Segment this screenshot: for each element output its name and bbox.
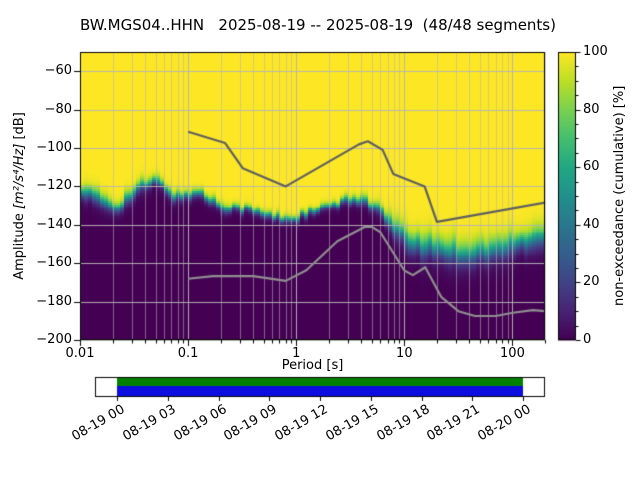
y-axis-label-pre: Amplitude [12, 209, 27, 280]
colorbar-tick-label: 100 [583, 44, 608, 59]
colorbar-tick-label: 0 [583, 332, 592, 347]
x-tick-label: 0.01 [65, 346, 95, 361]
y-axis-label-post: [dB] [12, 112, 27, 144]
y-tick-label: −100 [36, 140, 72, 155]
colorbar-tick-label: 80 [583, 101, 600, 117]
y-tick-label: −200 [36, 332, 72, 347]
x-tick-label: 0.1 [177, 346, 199, 361]
x-tick-label: 10 [396, 346, 413, 361]
y-tick-label: −140 [36, 216, 72, 232]
y-tick-label: −80 [44, 101, 72, 117]
y-tick-label: −160 [36, 255, 72, 271]
y-axis-label: Amplitude [m²/s⁴/Hz] [dB] [12, 96, 28, 296]
chart-title: BW.MGS04..HHN 2025-08-19 -- 2025-08-19 (… [80, 16, 556, 34]
y-axis-label-math: [m²/s⁴/Hz] [12, 143, 27, 210]
colorbar-tick-label: 60 [583, 159, 600, 175]
y-tick-label: −60 [44, 63, 72, 79]
y-tick-label: −180 [36, 293, 72, 309]
colorbar-tick-label: 20 [583, 274, 600, 290]
x-tick-label: 100 [500, 346, 525, 361]
colorbar-label: non-exceedance (cumulative) [%] [612, 85, 627, 306]
y-tick-label: −120 [36, 178, 72, 194]
x-axis-label: Period [s] [281, 358, 344, 373]
colorbar-tick-label: 40 [583, 216, 600, 232]
x-tick-label: 1 [292, 346, 301, 361]
